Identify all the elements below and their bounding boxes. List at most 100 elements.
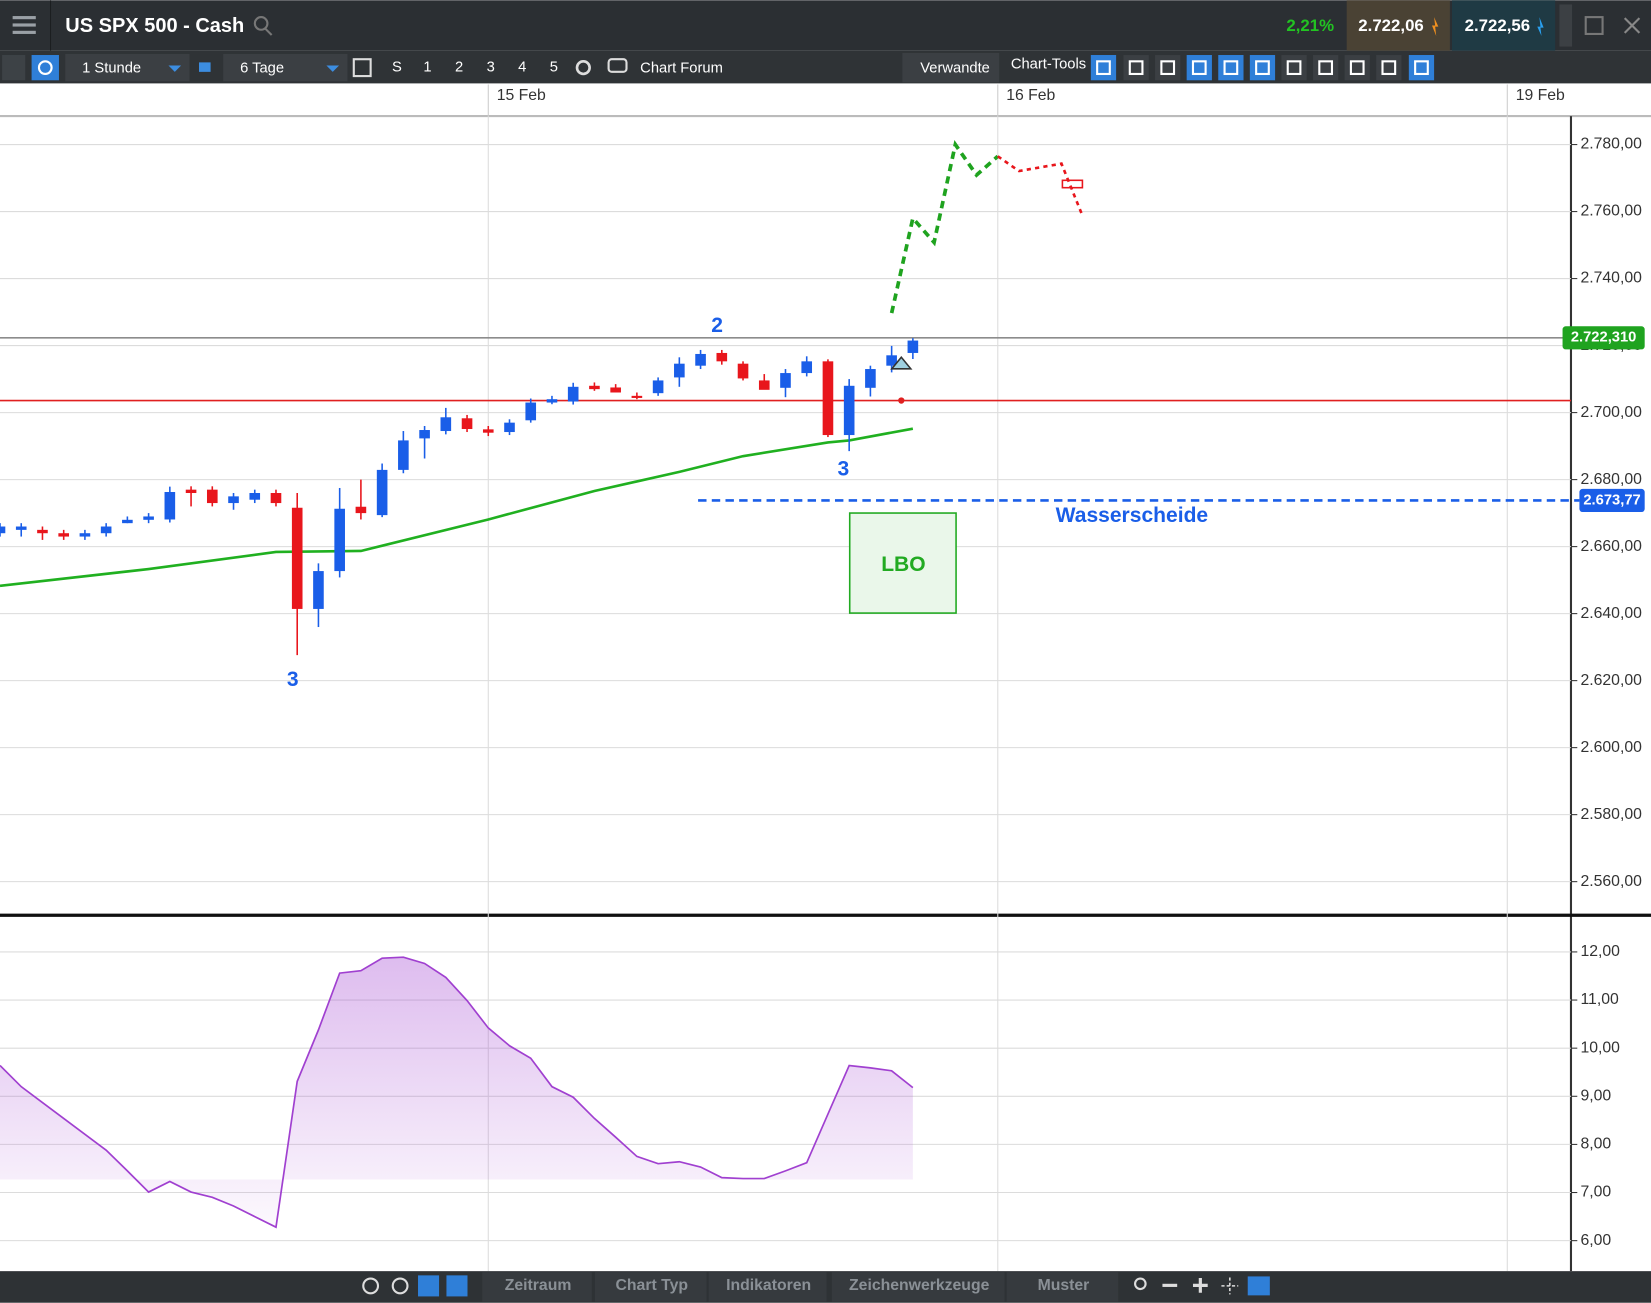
list-button[interactable] <box>2 55 26 81</box>
chart-tools-label: Chart-Tools <box>1011 56 1086 72</box>
draw-icon[interactable] <box>418 1275 440 1297</box>
candle-body <box>249 493 261 500</box>
y-tick-label: 6,00 <box>1580 1232 1611 1249</box>
price-label: 2.722,310 <box>1571 330 1637 346</box>
close-button[interactable] <box>1623 17 1641 34</box>
y-tick-label: 12,00 <box>1580 943 1620 960</box>
tool-icon[interactable] <box>1218 55 1244 81</box>
tool-glyph <box>1096 60 1111 76</box>
chart-forum[interactable]: Chart Forum <box>640 61 723 77</box>
zoom-icon[interactable] <box>1134 1277 1147 1291</box>
tool-icon[interactable] <box>1249 55 1276 81</box>
toolbar-button[interactable]: S <box>392 60 402 76</box>
y-tick-label: 2.620,00 <box>1580 672 1642 689</box>
candle-body <box>313 571 324 609</box>
range-select[interactable] <box>223 53 348 82</box>
tool-icon[interactable] <box>1123 55 1149 81</box>
gear-icon <box>37 60 53 76</box>
tool-glyph <box>1128 60 1144 76</box>
forecast-line <box>997 155 1084 217</box>
candle-body <box>525 402 537 421</box>
candle-body <box>270 493 282 504</box>
y-tick-label: 2.580,00 <box>1580 806 1642 823</box>
crosshair[interactable] <box>1221 1277 1239 1295</box>
indicator-area <box>0 957 913 1228</box>
zoom-in[interactable] <box>1192 1277 1208 1293</box>
toolbar-button[interactable]: 2 <box>455 60 463 76</box>
calendar-icon[interactable] <box>352 58 372 78</box>
level-dot <box>898 397 905 404</box>
tool-icon[interactable] <box>1155 55 1181 81</box>
toolbar-button[interactable]: 4 <box>518 60 526 76</box>
zoom-out[interactable] <box>1162 1283 1178 1287</box>
bottom-tab[interactable] <box>708 1272 827 1302</box>
search-icon[interactable] <box>253 16 273 36</box>
interval-select[interactable] <box>65 53 190 82</box>
candle-body <box>37 529 48 534</box>
tool-icon[interactable] <box>1408 55 1435 81</box>
toolbar-button[interactable]: 5 <box>550 60 558 76</box>
candle-body <box>228 496 239 504</box>
bottom-tab[interactable] <box>594 1272 707 1302</box>
calculator[interactable] <box>1247 1276 1270 1296</box>
candle-body <box>206 489 218 504</box>
tool-glyph <box>1381 60 1397 76</box>
candle-body <box>185 489 197 494</box>
toolbar-button[interactable]: 1 <box>423 60 431 76</box>
down-arrow <box>1431 17 1439 37</box>
y-tick-label: 9,00 <box>1580 1087 1611 1104</box>
candle-body <box>461 418 473 430</box>
ask-box[interactable] <box>1451 0 1556 51</box>
tool-icon[interactable] <box>1344 55 1370 81</box>
tool-icon[interactable] <box>1313 55 1339 81</box>
tool-icon[interactable] <box>1186 55 1212 81</box>
candle-body <box>15 526 27 530</box>
settings-button[interactable] <box>31 55 59 81</box>
tool-glyph <box>1414 60 1429 76</box>
candle-body <box>631 395 643 398</box>
related-label: Verwandte <box>920 61 990 77</box>
indicator-line <box>0 956 914 1229</box>
bottom-tab-label: Chart Typ <box>616 1277 688 1294</box>
scroll-handle[interactable] <box>1559 4 1573 47</box>
candle-body <box>143 516 154 520</box>
tool-icon[interactable] <box>1090 55 1117 81</box>
bottom-tab[interactable] <box>482 1272 592 1302</box>
instrument-title: US SPX 500 - Cash <box>65 15 244 37</box>
candle-body <box>100 526 112 534</box>
wave-label: 2 <box>711 314 723 337</box>
y-tick-label: 2.660,00 <box>1580 538 1642 555</box>
candle-body <box>504 422 515 433</box>
alert-icon <box>890 355 913 370</box>
bottom-tab-label: Indikatoren <box>726 1277 811 1294</box>
gear-icon[interactable] <box>575 60 591 76</box>
lock-icon[interactable] <box>199 62 211 72</box>
refresh-icon[interactable] <box>362 1277 380 1295</box>
candle-body <box>567 386 579 402</box>
related-button[interactable] <box>902 52 1000 83</box>
y-tick-label: 8,00 <box>1580 1136 1611 1153</box>
clear-icon[interactable] <box>391 1277 409 1295</box>
candle-body <box>865 369 876 388</box>
tool-icon[interactable] <box>1376 55 1402 81</box>
bid-box[interactable] <box>1346 0 1450 51</box>
bottom-tab[interactable] <box>1006 1272 1119 1302</box>
forum-icon[interactable] <box>607 58 628 73</box>
toolbar-button[interactable]: 3 <box>487 60 495 76</box>
scroll-icon[interactable] <box>446 1275 468 1297</box>
restore-button[interactable] <box>1584 16 1604 36</box>
menu-icon[interactable] <box>12 16 36 34</box>
candle-body <box>164 492 176 520</box>
bid-price: 2.722,06 <box>1358 16 1424 35</box>
wave-label: 3 <box>838 457 850 480</box>
candle-body <box>652 380 664 394</box>
date-axis <box>0 83 1651 117</box>
candle-body <box>291 507 303 609</box>
tool-glyph <box>1286 60 1302 76</box>
tool-glyph <box>1318 60 1334 76</box>
candle-body <box>589 385 600 390</box>
bottom-tab[interactable] <box>831 1272 1005 1302</box>
x-tick-label: 19 Feb <box>1516 87 1565 104</box>
tool-icon[interactable] <box>1281 55 1307 81</box>
